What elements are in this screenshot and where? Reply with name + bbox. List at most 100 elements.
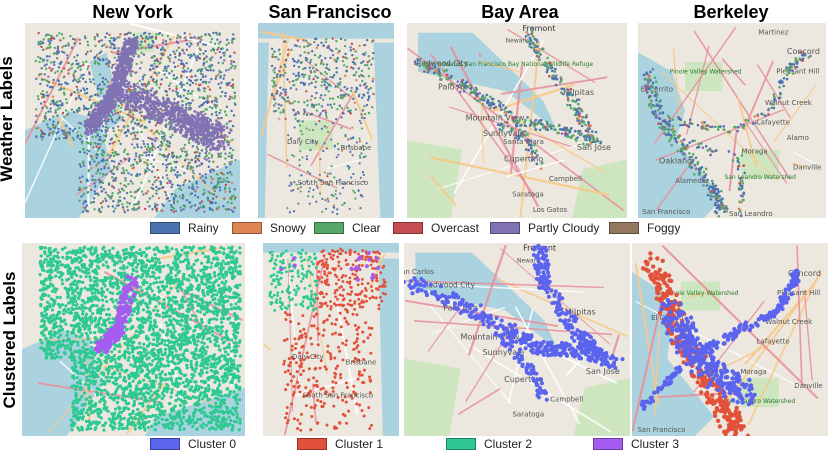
- trip-point: [465, 85, 469, 89]
- trip-point: [140, 181, 143, 184]
- trip-point: [159, 183, 163, 186]
- trip-point: [185, 119, 188, 122]
- trip-point: [529, 37, 532, 41]
- trip-point: [297, 202, 300, 205]
- trip-point: [290, 48, 293, 52]
- trip-point: [674, 137, 677, 140]
- trip-point: [343, 202, 346, 205]
- trip-point: [771, 103, 775, 106]
- trip-point: [220, 90, 224, 94]
- trip-point: [88, 72, 91, 76]
- trip-point: [219, 152, 223, 155]
- map-place-label: Pleasant Hill: [776, 68, 819, 76]
- trip-point: [333, 206, 336, 209]
- trip-point: [324, 207, 328, 210]
- trip-point: [139, 158, 142, 162]
- trip-point: [39, 57, 42, 60]
- trip-point: [329, 75, 332, 79]
- trip-point: [52, 78, 55, 82]
- trip-point: [86, 50, 89, 54]
- trip-point: [292, 72, 295, 76]
- trip-point: [347, 138, 350, 141]
- trip-point: [595, 137, 599, 140]
- trip-point: [284, 58, 288, 62]
- trip-point: [164, 65, 167, 68]
- trip-point: [191, 89, 194, 93]
- trip-point: [325, 66, 328, 70]
- trip-point: [111, 120, 114, 123]
- trip-point: [75, 62, 79, 66]
- trip-point: [200, 68, 204, 71]
- trip-point: [91, 129, 96, 133]
- trip-point: [275, 75, 278, 79]
- trip-point: [97, 57, 100, 60]
- trip-point: [119, 142, 122, 146]
- trip-point: [149, 64, 153, 67]
- map-place-label: Newark: [506, 38, 529, 45]
- trip-point: [157, 176, 160, 179]
- trip-point: [165, 143, 168, 147]
- legend-swatch: [232, 222, 262, 234]
- trip-point: [92, 200, 96, 204]
- trip-point: [103, 388, 107, 392]
- trip-point: [217, 179, 220, 182]
- trip-point: [106, 119, 110, 123]
- trip-point: [202, 193, 205, 196]
- trip-point: [371, 79, 375, 83]
- trip-point: [223, 186, 227, 189]
- trip-point: [142, 98, 145, 101]
- trip-point: [138, 156, 141, 159]
- trip-point: [181, 193, 185, 197]
- trip-point: [195, 180, 198, 183]
- trip-point: [175, 118, 179, 122]
- trip-point: [189, 101, 192, 105]
- trip-point: [145, 126, 148, 129]
- trip-point: [72, 79, 75, 82]
- trip-point: [208, 105, 212, 109]
- trip-point: [132, 131, 135, 135]
- trip-point: [777, 80, 781, 84]
- trip-point: [92, 197, 96, 200]
- trip-point: [78, 96, 81, 100]
- trip-point: [89, 49, 93, 53]
- trip-point: [39, 102, 43, 105]
- trip-point: [677, 116, 680, 119]
- trip-point: [73, 55, 76, 59]
- trip-point: [710, 179, 714, 183]
- trip-point: [111, 113, 115, 116]
- trip-point: [489, 95, 492, 99]
- trip-point: [134, 152, 138, 155]
- trip-point: [136, 137, 139, 141]
- trip-point: [183, 143, 187, 147]
- trip-point: [277, 49, 281, 52]
- trip-point: [150, 162, 153, 166]
- trip-point: [659, 122, 663, 126]
- trip-point: [270, 47, 274, 51]
- trip-point: [45, 106, 49, 110]
- trip-point: [741, 126, 745, 129]
- trip-point: [418, 64, 422, 68]
- trip-point: [698, 171, 702, 175]
- trip-point: [108, 33, 111, 37]
- trip-point: [104, 35, 107, 39]
- trip-point: [225, 176, 229, 180]
- trip-point: [46, 84, 49, 87]
- trip-point: [325, 63, 329, 66]
- trip-point: [91, 135, 94, 139]
- trip-point: [278, 69, 281, 73]
- trip-point: [523, 124, 527, 127]
- trip-point: [110, 185, 114, 188]
- trip-point: [772, 93, 776, 96]
- trip-point: [221, 61, 225, 65]
- trip-point: [106, 153, 110, 156]
- trip-point: [679, 140, 683, 143]
- trip-point: [95, 113, 99, 117]
- trip-point: [527, 148, 530, 152]
- trip-point: [155, 83, 158, 86]
- trip-point: [79, 133, 82, 137]
- trip-point: [99, 121, 103, 125]
- trip-point: [713, 125, 717, 129]
- trip-point: [89, 141, 92, 145]
- trip-point: [98, 135, 102, 139]
